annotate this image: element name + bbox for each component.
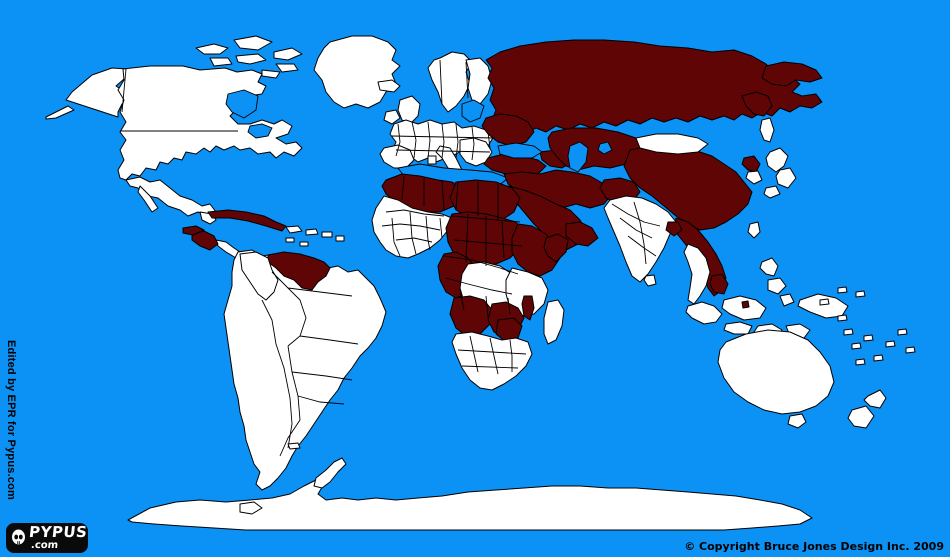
country-madagascar — [543, 299, 565, 345]
vietnam-south — [709, 273, 729, 295]
country-honduras-strip — [182, 225, 205, 236]
country-mongolia — [635, 133, 709, 155]
country-cuba — [207, 209, 287, 232]
region-africa — [371, 173, 569, 391]
central-africa-borders — [443, 255, 519, 319]
india-borders — [611, 201, 661, 265]
side-credit-text: Edited by EPR for Pypus.com — [5, 340, 17, 501]
country-taiwan — [747, 221, 761, 239]
country-china — [623, 145, 753, 231]
country-yemen-oman — [565, 221, 599, 247]
region-caribbean-central-america — [182, 209, 345, 251]
country-philippines — [759, 257, 795, 307]
inland-seas — [225, 89, 613, 189]
skull-icon — [12, 529, 25, 544]
antarctic-peninsula — [313, 457, 347, 489]
country-angola — [449, 295, 493, 337]
country-australia — [717, 329, 835, 415]
country-malawi — [521, 295, 535, 321]
arctic-islands — [195, 35, 303, 79]
baltic-sea — [461, 99, 485, 123]
region-north-america — [45, 35, 401, 259]
antarctic-island-small — [239, 501, 263, 515]
somalia-horn — [543, 233, 569, 263]
region-south-america — [223, 249, 387, 491]
hudson-bay — [225, 89, 259, 119]
border-canada-usa — [120, 68, 238, 132]
country-tasmania — [787, 413, 807, 429]
pypus-tld-label: .com — [30, 540, 59, 551]
sakhalin-island — [759, 117, 775, 143]
west-africa-borders — [381, 209, 445, 257]
pypus-wordmark: PYPUS .com — [28, 523, 89, 551]
country-colombia — [239, 251, 279, 301]
country-iceland — [377, 79, 401, 93]
british-isles — [383, 95, 421, 125]
caribbean-islands — [285, 225, 345, 247]
country-bangladesh — [665, 221, 683, 237]
country-zimbabwe-block — [495, 317, 523, 343]
region-asia — [603, 117, 849, 339]
country-srilanka — [643, 274, 657, 287]
country-south-korea — [745, 170, 763, 185]
country-greenland — [313, 35, 401, 109]
aleutian-chain — [45, 105, 75, 120]
copyright-notice: © Copyright Bruce Jones Design Inc. 2009 — [684, 540, 944, 553]
scandinavia — [427, 51, 473, 113]
pypus-logo-badge[interactable]: PYPUS .com — [6, 523, 88, 553]
russia-far-east — [761, 61, 823, 87]
pacific-islands — [819, 286, 916, 366]
country-ukraine-belarus — [481, 113, 535, 147]
south-america-internal-borders — [261, 271, 359, 457]
russia-kamchatka — [741, 91, 773, 117]
aral-sea — [597, 141, 613, 155]
caspian-sea — [567, 141, 589, 173]
borneo-marker — [741, 300, 750, 309]
region-oceania — [717, 286, 916, 429]
country-venezuela — [267, 251, 331, 291]
country-india-pakistan — [603, 195, 677, 283]
southern-africa-borders — [457, 335, 527, 375]
country-chad-sudan-car — [445, 211, 525, 267]
europe-internal-borders — [391, 59, 495, 161]
finland-baltic — [465, 57, 493, 105]
country-new-zealand — [847, 389, 887, 429]
country-japan — [763, 147, 797, 199]
region-antarctica — [127, 457, 813, 531]
black-sea — [497, 142, 543, 159]
baja-california — [137, 185, 159, 213]
country-nicaragua — [191, 230, 219, 251]
pypus-brand-label: PYPUS — [28, 523, 89, 541]
falkland-islands — [287, 442, 301, 450]
country-kenya-tanzania — [505, 267, 549, 317]
north-africa-borders — [401, 175, 523, 266]
great-lakes — [247, 123, 273, 139]
country-libya-egypt — [449, 179, 521, 223]
